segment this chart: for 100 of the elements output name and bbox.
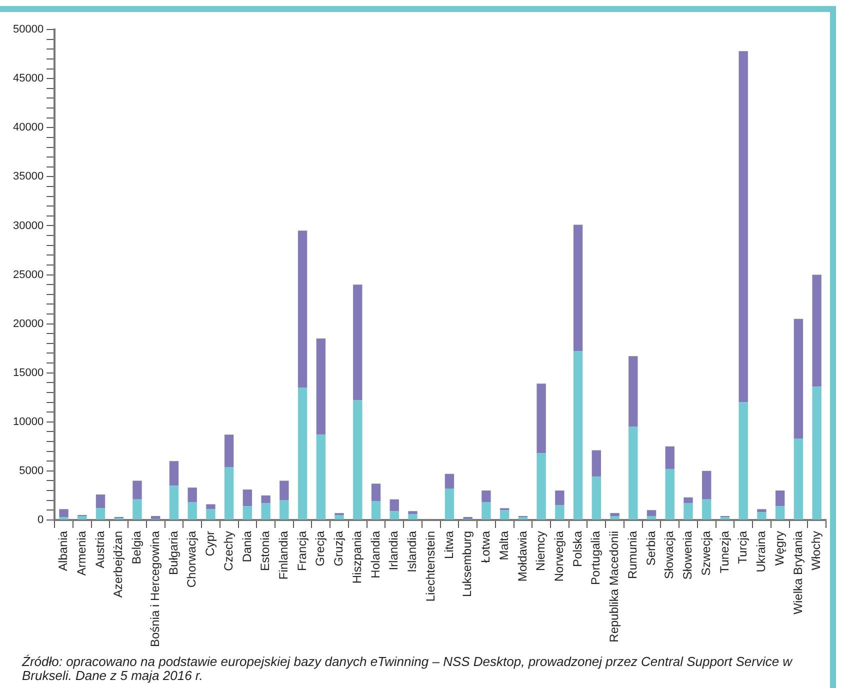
bar bbox=[482, 490, 491, 502]
bar bbox=[224, 434, 234, 467]
bar bbox=[59, 509, 68, 517]
bar bbox=[280, 480, 289, 500]
bar bbox=[665, 446, 674, 469]
bar bbox=[444, 474, 454, 489]
bar bbox=[242, 506, 252, 520]
bar bbox=[206, 504, 216, 510]
bar bbox=[555, 505, 564, 520]
bar bbox=[169, 461, 179, 486]
x-tick-label: Szwecja bbox=[698, 530, 713, 576]
bar bbox=[646, 516, 656, 520]
bar bbox=[812, 274, 822, 387]
y-tick-label: 30000 bbox=[12, 220, 44, 232]
x-tick-label: Turcja bbox=[736, 530, 750, 564]
bar bbox=[242, 490, 252, 506]
x-tick-label: Azerbejdżan bbox=[111, 530, 126, 598]
x-tick-label: Republika Macedonii bbox=[607, 530, 622, 642]
x-tick-label: Litwa bbox=[442, 530, 456, 559]
bar bbox=[794, 318, 804, 439]
x-tick-label: Serbia bbox=[644, 530, 658, 566]
bar bbox=[261, 503, 270, 520]
bar bbox=[665, 468, 674, 520]
bar bbox=[298, 388, 308, 520]
bar bbox=[592, 476, 602, 520]
bar bbox=[738, 402, 748, 520]
x-tick-label: Bułgaria bbox=[166, 530, 180, 575]
bar bbox=[646, 510, 656, 516]
bar bbox=[610, 513, 620, 516]
x-tick-label: Albania bbox=[56, 530, 70, 571]
x-tick-label: Słowacja bbox=[662, 530, 676, 579]
bar bbox=[316, 434, 326, 520]
bar bbox=[482, 502, 491, 520]
bar bbox=[151, 516, 160, 519]
x-tick-label: Polska bbox=[570, 530, 584, 567]
x-tick-label: Armenia bbox=[74, 530, 88, 576]
bar bbox=[573, 224, 583, 352]
x-tick-label: Norwegia bbox=[552, 530, 566, 582]
x-tick-label: Mołdawia bbox=[515, 530, 530, 582]
y-tick-label: 15000 bbox=[12, 366, 44, 379]
bar bbox=[408, 511, 418, 514]
bar bbox=[96, 494, 106, 508]
bar bbox=[775, 506, 785, 520]
bar bbox=[96, 508, 106, 520]
y-tick-label: 20000 bbox=[12, 318, 44, 330]
x-tick-label: Estonia bbox=[258, 530, 272, 571]
bar bbox=[573, 351, 583, 520]
bar bbox=[169, 486, 179, 520]
x-tick-label: Niemcy bbox=[534, 530, 548, 571]
y-tick-label: 0 bbox=[37, 514, 44, 526]
y-tick-label: 10000 bbox=[12, 416, 44, 428]
y-tick-label: 5000 bbox=[19, 464, 44, 477]
x-tick-label: Portugalia bbox=[588, 530, 603, 585]
x-tick-label: Francja bbox=[294, 530, 309, 571]
bar bbox=[536, 453, 546, 520]
bar bbox=[628, 426, 638, 520]
y-tick-label: 50000 bbox=[12, 24, 44, 36]
bar bbox=[78, 516, 87, 520]
x-tick-label: Wielka Brytania bbox=[790, 530, 805, 614]
bar bbox=[353, 400, 362, 520]
bar bbox=[812, 386, 822, 520]
x-tick-label: Słowenia bbox=[680, 530, 695, 580]
y-tick-label: 25000 bbox=[12, 268, 44, 281]
y-tick-label: 45000 bbox=[12, 72, 44, 85]
x-tick-label: Bośnia i Hercegowina bbox=[148, 530, 162, 647]
bar bbox=[371, 501, 381, 520]
bar bbox=[794, 438, 804, 520]
bar bbox=[298, 230, 308, 388]
bar bbox=[444, 488, 454, 520]
x-tick-label: Luksemburg bbox=[460, 530, 474, 597]
bar bbox=[390, 511, 399, 520]
y-tick-label: 40000 bbox=[12, 122, 44, 134]
x-tick-label: Malta bbox=[496, 530, 511, 560]
bar bbox=[518, 516, 528, 520]
x-tick-label: Austria bbox=[92, 530, 107, 568]
x-tick-label: Włochy bbox=[809, 530, 824, 570]
text: Źródło: opracowano na podstawie europejskiej bazy danych eTwinning – NSS Desktop, prowadzonej przez Central Support Service w Brukseli. Dane z 5 maja 2016 r. bbox=[22, 654, 794, 683]
x-tick-label: Chorwacja bbox=[184, 530, 199, 588]
bar bbox=[684, 497, 693, 504]
bar bbox=[628, 356, 638, 427]
bar bbox=[316, 338, 326, 435]
bar bbox=[757, 509, 766, 512]
bar bbox=[390, 499, 399, 512]
bar bbox=[684, 503, 693, 520]
bar bbox=[206, 509, 216, 520]
bar bbox=[408, 514, 418, 520]
bar bbox=[59, 516, 68, 520]
x-tick-label: Belgia bbox=[130, 530, 144, 564]
bar bbox=[555, 490, 564, 506]
bar bbox=[353, 284, 362, 400]
bar bbox=[132, 499, 142, 520]
bar bbox=[592, 450, 602, 477]
x-tick-label: Czechy bbox=[221, 530, 236, 571]
bar bbox=[188, 502, 197, 520]
x-tick-label: Cypr bbox=[203, 530, 218, 556]
x-tick-label: Dania bbox=[240, 530, 254, 562]
bar bbox=[702, 499, 712, 520]
bar bbox=[610, 516, 620, 520]
bar bbox=[261, 495, 270, 504]
bar bbox=[757, 512, 766, 520]
